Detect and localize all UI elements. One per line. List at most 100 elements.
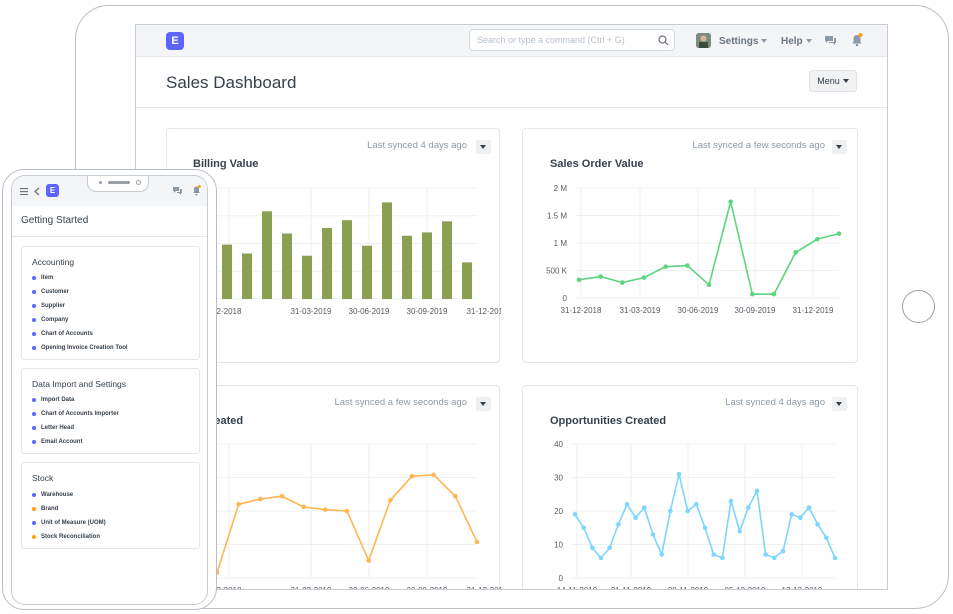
list-item[interactable]: Import Data	[32, 393, 119, 407]
series-line	[574, 473, 836, 560]
search-icon[interactable]	[658, 35, 669, 46]
tablet-home-button[interactable]	[902, 290, 935, 323]
data-point	[728, 498, 734, 504]
card-dropdown-icon[interactable]	[832, 140, 847, 154]
data-point	[772, 555, 777, 561]
settings-label: Settings	[719, 36, 759, 47]
data-point	[388, 497, 393, 503]
mobile-page-title: Getting Started	[21, 215, 89, 226]
bar	[342, 220, 352, 299]
help-dropdown[interactable]: Help	[781, 36, 812, 47]
x-tick-label: 30-06-2019	[349, 586, 390, 590]
data-point	[344, 508, 350, 514]
data-point	[706, 282, 712, 288]
section-title: Accounting	[32, 257, 75, 267]
menu-button[interactable]: Menu	[809, 70, 857, 92]
data-point	[659, 552, 664, 557]
data-point	[789, 512, 794, 517]
card-dropdown-icon[interactable]	[832, 397, 847, 411]
bar	[422, 232, 432, 299]
data-point	[236, 502, 241, 507]
x-tick-label: 31-12-2019	[467, 586, 501, 590]
mobile-app-logo[interactable]: E	[46, 184, 59, 197]
data-point	[642, 505, 647, 510]
list-item[interactable]: Warehouse	[32, 488, 106, 502]
navbar: E Settings Help	[136, 25, 887, 57]
list-item[interactable]: Chart of Accounts	[32, 327, 128, 341]
tablet-screen: E Settings Help Sales Dashboard Menu Las…	[135, 24, 888, 590]
list-item[interactable]: Item	[32, 271, 128, 285]
data-point	[685, 263, 690, 268]
data-point	[793, 250, 798, 255]
list-item[interactable]: Brand	[32, 502, 106, 516]
list-item[interactable]: Unit of Measure (UOM)	[32, 516, 106, 530]
list-item[interactable]: Customer	[32, 285, 128, 299]
x-tick-label: 30-09-2019	[407, 307, 448, 316]
x-tick-label: 31-03-2019	[291, 307, 332, 316]
y-tick-label: 0	[563, 294, 568, 303]
search-input[interactable]	[470, 30, 650, 50]
data-point	[815, 236, 820, 242]
data-point	[323, 507, 328, 512]
y-tick-label: 1 M	[554, 239, 568, 248]
x-tick-label: 14-11-2019	[557, 586, 598, 590]
card-title: Opportunities Created	[550, 415, 667, 427]
list-item[interactable]: Chart of Accounts Importer	[32, 407, 119, 421]
hamburger-icon[interactable]	[20, 188, 28, 195]
list-item[interactable]: Supplier	[32, 299, 128, 313]
bell-icon[interactable]	[851, 33, 863, 47]
sales-order-value-card: Last synced a few seconds ago Sales Orde…	[522, 128, 858, 363]
bar	[442, 221, 452, 299]
data-point	[624, 502, 630, 507]
data-point	[633, 515, 638, 520]
phone-screen: E Getting Started Accounting Item Custom…	[11, 175, 208, 605]
x-tick-label: 21-11-2019	[611, 586, 652, 590]
x-tick-label: 31-12-2019	[793, 306, 834, 315]
x-tick-label: 05-12-2019	[725, 586, 766, 590]
x-tick-label: 2-2018	[217, 586, 242, 590]
back-icon[interactable]	[34, 187, 40, 196]
app-logo[interactable]: E	[166, 32, 184, 50]
bar	[382, 202, 392, 299]
data-point	[668, 508, 673, 514]
data-point	[453, 493, 458, 499]
list-item[interactable]: Opening Invoice Creation Tool	[32, 341, 128, 355]
billing-value-card: Last synced 4 days ago Billing Value 2-2…	[166, 128, 501, 363]
list-item[interactable]: Stock Reconciliation	[32, 530, 106, 544]
data-point	[279, 493, 285, 499]
y-tick-label: 20	[554, 507, 563, 516]
list-item[interactable]: Company	[32, 313, 128, 327]
user-avatar[interactable]	[696, 33, 711, 48]
help-label: Help	[781, 36, 803, 47]
chat-icon[interactable]	[824, 35, 837, 46]
data-point	[590, 545, 595, 551]
data-point	[616, 522, 621, 527]
data-point	[576, 277, 582, 283]
accounting-section: Accounting Item Customer Supplier Compan…	[21, 246, 200, 360]
data-point	[832, 555, 838, 561]
chat-icon[interactable]	[173, 187, 183, 195]
bar	[362, 245, 372, 299]
search-bar[interactable]	[469, 29, 675, 51]
list-item[interactable]: Letter Head	[32, 421, 119, 435]
bell-icon[interactable]	[192, 185, 201, 196]
list-item[interactable]: Email Account	[32, 435, 119, 449]
stock-section: Stock Warehouse Brand Unit of Measure (U…	[21, 462, 200, 549]
settings-dropdown[interactable]: Settings	[719, 36, 768, 47]
data-point	[474, 539, 480, 545]
sync-status: Last synced 4 days ago	[725, 397, 825, 408]
card-dropdown-icon[interactable]	[476, 140, 491, 154]
data-point	[685, 508, 690, 514]
x-tick-label: 28-11-2019	[668, 586, 709, 590]
bar	[282, 233, 292, 299]
data-point	[824, 535, 829, 541]
y-tick-label: 1.5 M	[547, 212, 567, 221]
x-tick-label: 30-09-2019	[735, 306, 776, 315]
data-point	[806, 505, 812, 510]
y-tick-label: 10	[554, 541, 563, 550]
created-card: Last synced a few seconds ago s Created …	[166, 385, 501, 590]
data-point	[702, 525, 708, 531]
x-tick-label: 2-2018	[217, 307, 242, 316]
card-dropdown-icon[interactable]	[476, 397, 491, 411]
data-point	[750, 291, 755, 297]
